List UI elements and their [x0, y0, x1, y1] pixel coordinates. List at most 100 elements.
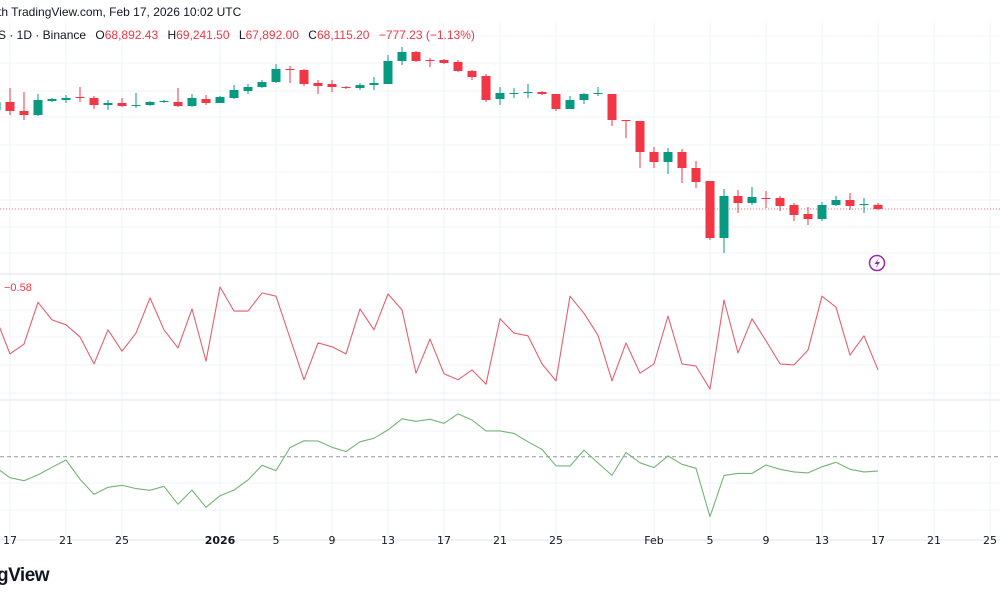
candle [355, 83, 365, 90]
candle [173, 88, 183, 107]
candle [5, 88, 15, 115]
tradingview-logo[interactable]: gView [0, 565, 50, 586]
candle-body [61, 98, 71, 100]
published-info: th TradingView.com, Feb 17, 2026 10:02 U… [0, 5, 242, 19]
candle-body [299, 70, 309, 84]
candle [285, 66, 295, 83]
candle [621, 120, 631, 138]
candle-body [621, 120, 631, 121]
time-axis[interactable]: 17 21 25 2026 5 9 13 17 21 25 Feb 5 9 13 17 21 25 [3, 534, 997, 547]
candle-body [859, 204, 869, 205]
oscillator-value-label: −0.58 [4, 282, 32, 294]
candle-body [537, 92, 547, 94]
open-label: O [95, 28, 105, 42]
candle-body [89, 98, 99, 105]
candle-body [47, 99, 57, 101]
candle-body [677, 152, 687, 168]
candle [19, 92, 29, 120]
candle-body [649, 152, 659, 162]
candle-body [453, 62, 463, 71]
change-value: −777.23 (−1.13%) [378, 28, 475, 42]
candle [257, 80, 267, 88]
high-label: H [167, 28, 177, 42]
candle [327, 80, 337, 92]
candle-body [733, 196, 743, 203]
oscillator-pane[interactable] [0, 286, 879, 390]
rsi-pane[interactable] [0, 413, 1000, 518]
time-tick-label: 13 [815, 534, 829, 547]
candle-body [5, 102, 15, 111]
candle [0, 102, 1, 110]
candle-body [495, 93, 505, 99]
candle [453, 60, 463, 72]
time-tick-label: 25 [983, 534, 997, 547]
candle-body [425, 60, 435, 61]
time-tick-label: 9 [763, 534, 770, 547]
candle-body [635, 121, 645, 152]
candle-body [397, 52, 407, 61]
candle [649, 147, 659, 168]
candle [607, 94, 617, 126]
time-tick-label: 5 [273, 534, 280, 547]
time-tick-label: 25 [549, 534, 563, 547]
candle-body [761, 198, 771, 199]
candle-body [439, 60, 449, 63]
candle-body [341, 87, 351, 88]
low-value: 67,892.00 [245, 28, 299, 42]
price-pane[interactable] [0, 47, 1000, 253]
candle-body [691, 168, 701, 182]
candle [411, 51, 421, 62]
candle [691, 161, 701, 188]
time-tick-label: 2026 [205, 534, 236, 547]
candle-body [215, 97, 225, 103]
candle-body [775, 198, 785, 206]
candle-body [257, 82, 267, 87]
candle [803, 207, 813, 225]
candle [551, 94, 561, 111]
candle [61, 95, 71, 103]
close-value: 68,115.20 [316, 28, 370, 42]
candle [229, 85, 239, 99]
candle [131, 93, 141, 108]
candle [845, 193, 855, 210]
candle-body [285, 69, 295, 70]
candle [215, 96, 225, 103]
candle-body [383, 61, 393, 84]
candle [439, 59, 449, 64]
time-tick-label: 25 [115, 534, 129, 547]
candle [733, 190, 743, 213]
candle [537, 91, 547, 95]
candle [831, 196, 841, 206]
candle-body [579, 94, 589, 100]
candle [747, 187, 757, 205]
candle-body [481, 76, 491, 100]
candle-body [719, 196, 729, 238]
candle [635, 121, 645, 168]
lightning-icon[interactable] [868, 254, 886, 272]
candle-body [173, 102, 183, 106]
candle-body [523, 92, 533, 93]
close-label: C [308, 28, 317, 42]
candle [271, 64, 281, 83]
candle [75, 87, 85, 102]
candle-body [33, 100, 43, 115]
time-tick-label: 17 [3, 534, 17, 547]
candle-body [159, 101, 169, 102]
candle [817, 202, 827, 221]
candle-body [0, 102, 1, 110]
candle [299, 69, 309, 86]
candle [677, 149, 687, 183]
candle [789, 203, 799, 221]
candle [103, 100, 113, 110]
candle [481, 74, 491, 102]
candle-body [663, 152, 673, 162]
candle-body [355, 85, 365, 88]
candle [467, 70, 477, 80]
time-tick-label: 13 [381, 534, 395, 547]
candle-body [103, 103, 113, 105]
candle [369, 77, 379, 90]
candle [523, 84, 533, 98]
candle-body [593, 93, 603, 94]
candle-body [705, 181, 715, 238]
